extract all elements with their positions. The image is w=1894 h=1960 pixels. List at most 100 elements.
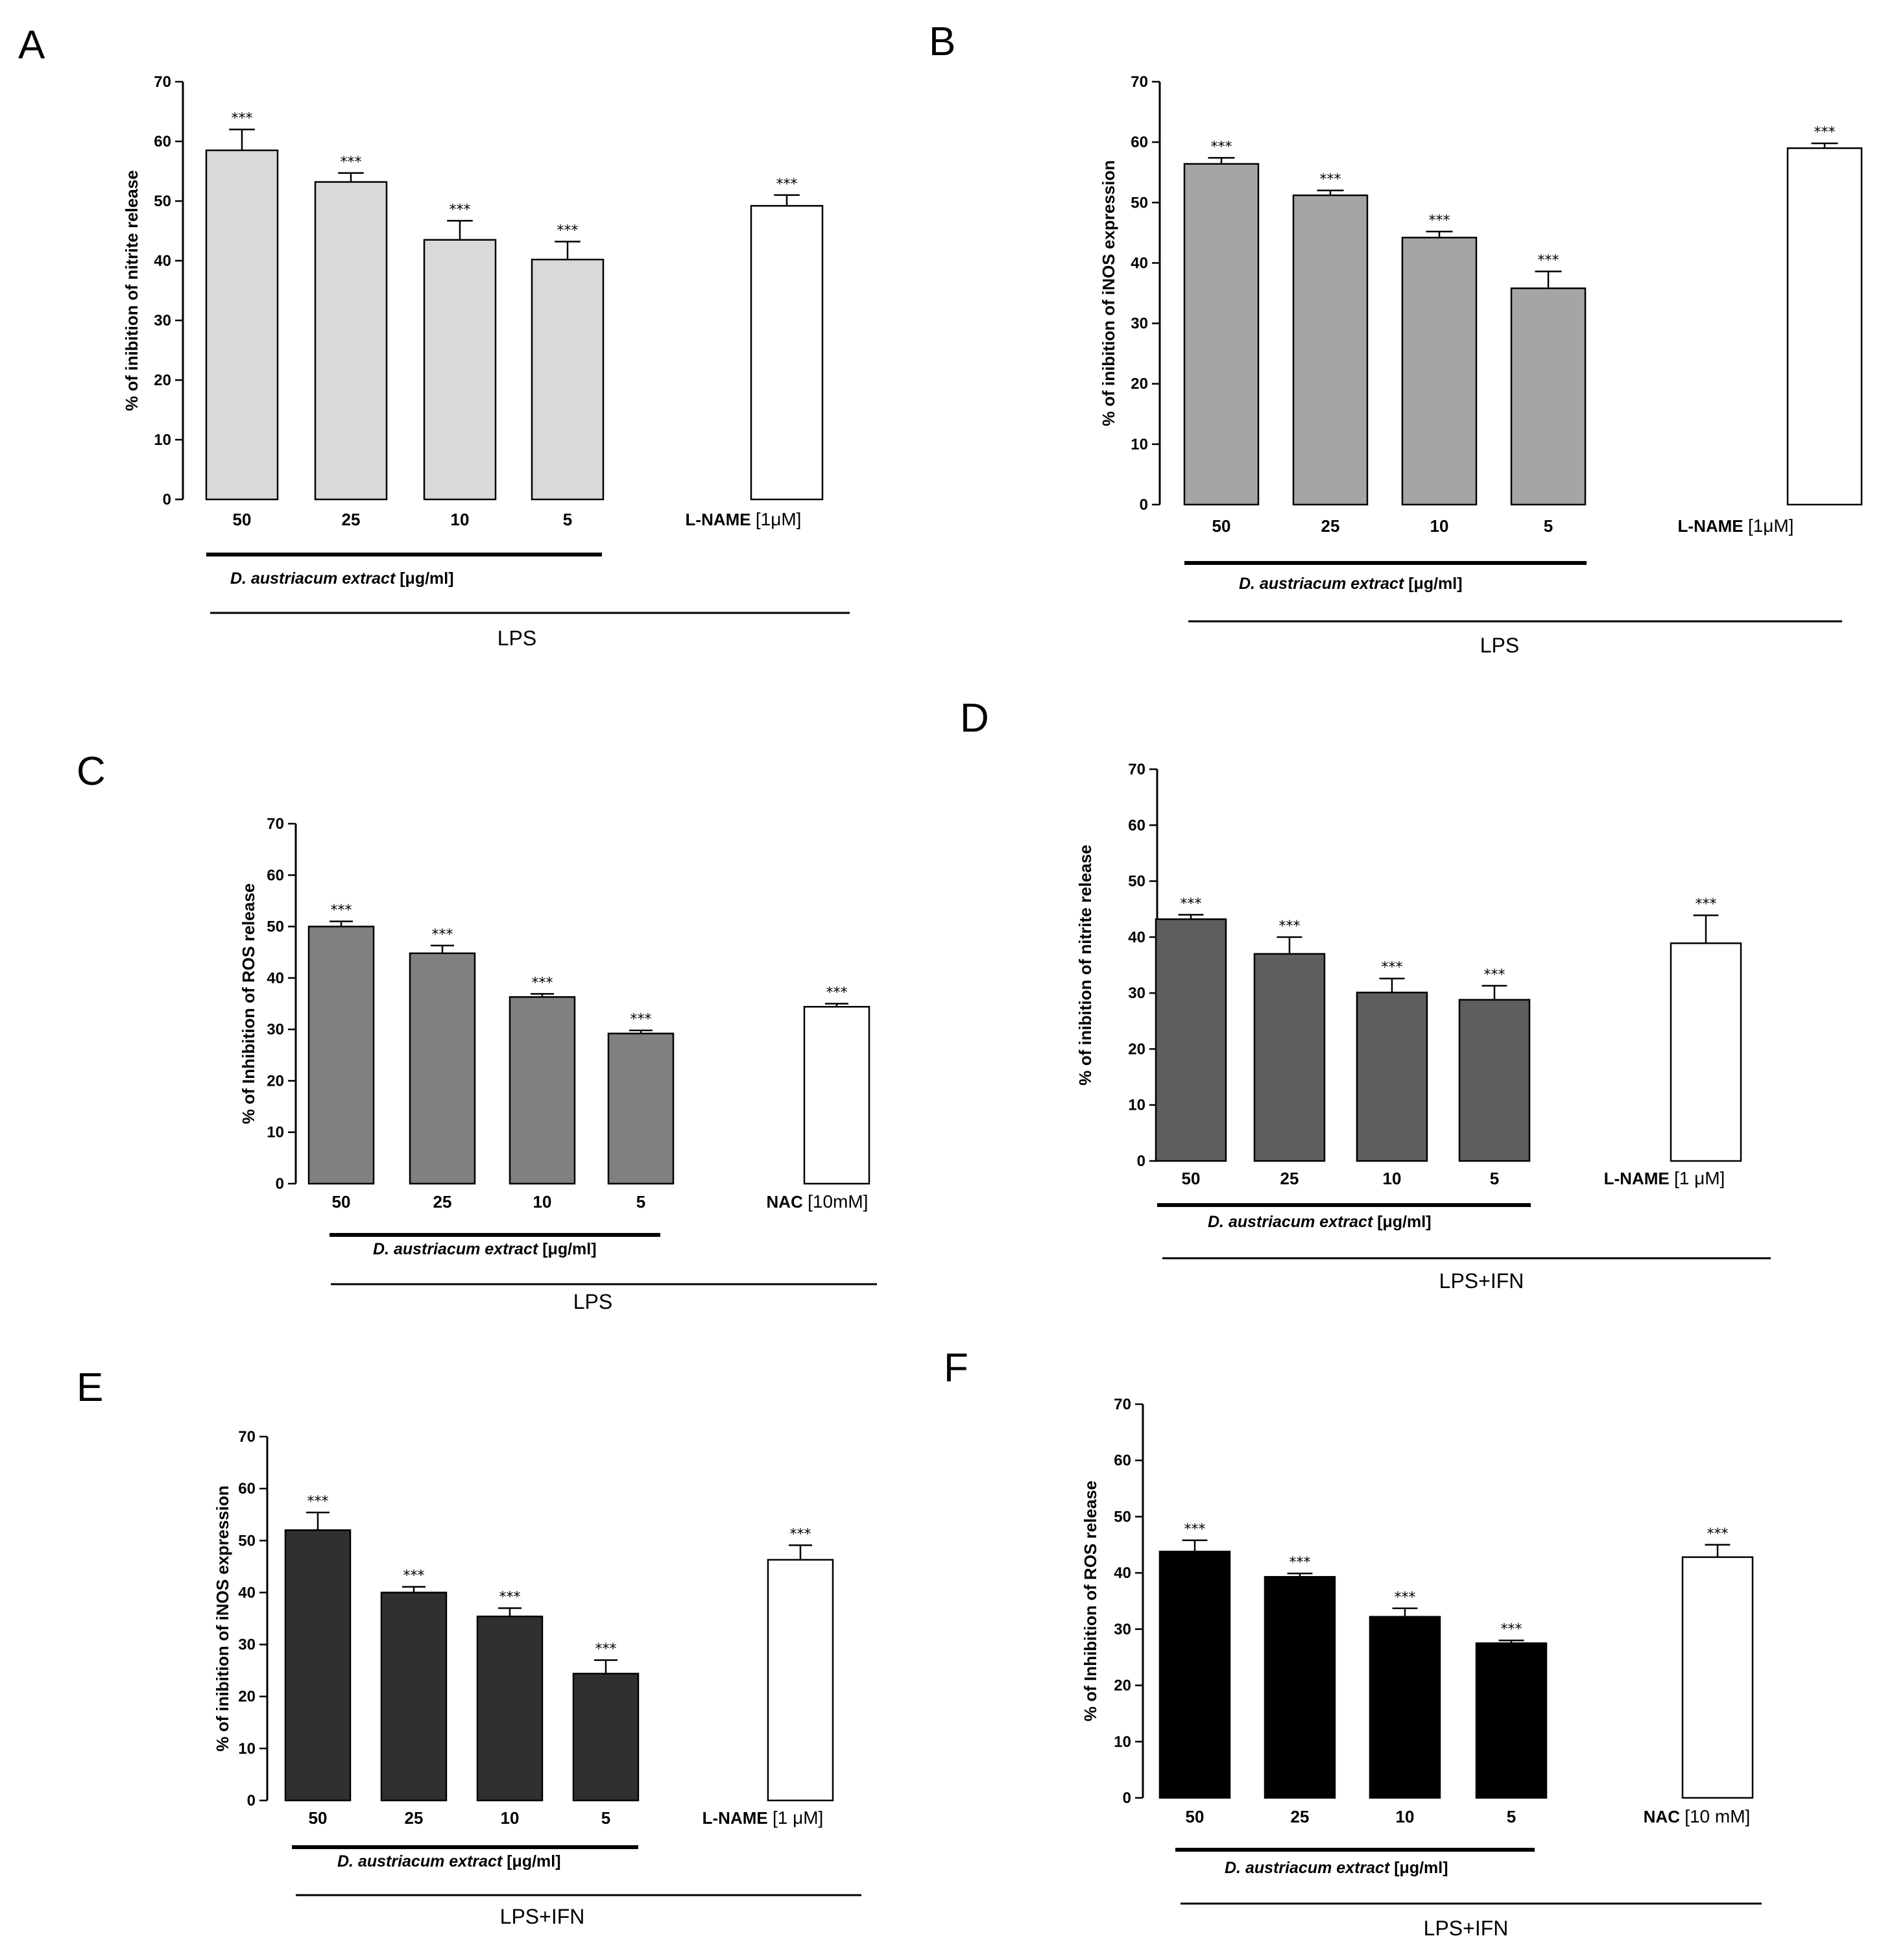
bar-control bbox=[804, 1007, 869, 1184]
bar-50 bbox=[285, 1530, 350, 1800]
x-tick-label: 50 bbox=[1182, 1169, 1201, 1188]
panel-letter: E bbox=[77, 1365, 103, 1410]
x-tick-label: 25 bbox=[1321, 516, 1340, 536]
significance-label: *** bbox=[1279, 918, 1301, 935]
x-tick-label: 25 bbox=[433, 1192, 452, 1212]
bar-control bbox=[768, 1560, 833, 1800]
extract-name: D. austriacum extract bbox=[337, 1852, 507, 1870]
panel-f: F 0 10 20 30 40 50 60 70 % of Inhibition of ROS r… bbox=[944, 1346, 1762, 1940]
panel-c: C 0 10 20 30 40 50 60 70 % of Inhibition of ROS r… bbox=[77, 749, 877, 1313]
significance-label: *** bbox=[307, 1494, 329, 1510]
treatment-label: LPS+IFN bbox=[500, 1905, 585, 1928]
y-axis-label: % of Inhibition of ROS release bbox=[1081, 1481, 1100, 1721]
y-tick-label: 50 bbox=[1128, 873, 1145, 890]
control-label: L-NAME [1μM] bbox=[1678, 516, 1794, 536]
significance-label: *** bbox=[532, 975, 553, 991]
bar-control bbox=[1683, 1557, 1753, 1798]
significance-label: *** bbox=[1707, 1526, 1729, 1542]
significance-label: *** bbox=[1184, 1522, 1206, 1538]
y-tick-label: 70 bbox=[1131, 73, 1148, 91]
treatment-label: LPS bbox=[497, 627, 536, 650]
panel-letter: B bbox=[929, 19, 955, 64]
treatment-label: LPS bbox=[1480, 634, 1519, 657]
panel-letter: D bbox=[960, 696, 989, 741]
bar-10 bbox=[510, 997, 575, 1184]
y-tick-label: 0 bbox=[276, 1175, 284, 1193]
bar-25 bbox=[1265, 1577, 1335, 1798]
significance-label: *** bbox=[1538, 252, 1559, 269]
significance-label: *** bbox=[630, 1012, 652, 1028]
significance-label: *** bbox=[331, 903, 352, 919]
y-tick-label: 20 bbox=[1114, 1677, 1131, 1695]
y-tick-label: 40 bbox=[1131, 254, 1148, 272]
x-tick-label: 25 bbox=[1280, 1169, 1299, 1188]
x-tick-label: 5 bbox=[1544, 516, 1553, 536]
significance-label: *** bbox=[1501, 1621, 1522, 1638]
extract-name: D. austriacum extract bbox=[230, 569, 400, 588]
bar-25 bbox=[1254, 954, 1325, 1161]
extract-unit: [μg/ml] bbox=[1377, 1213, 1431, 1231]
y-tick-label: 10 bbox=[1131, 436, 1148, 453]
y-tick-label: 10 bbox=[238, 1740, 256, 1758]
significance-label: *** bbox=[1289, 1555, 1311, 1571]
y-tick-label: 70 bbox=[154, 73, 171, 91]
significance-label: *** bbox=[595, 1642, 617, 1658]
panel-d: D 0 10 20 30 40 50 60 70 % of inibition of nitrit… bbox=[960, 696, 1771, 1293]
bar-10 bbox=[1370, 1617, 1440, 1798]
bar-10 bbox=[1402, 237, 1476, 505]
x-tick-label: 10 bbox=[451, 510, 470, 529]
y-tick-label: 10 bbox=[154, 431, 171, 449]
significance-label: *** bbox=[826, 985, 848, 1001]
control-name: NAC bbox=[767, 1192, 808, 1212]
control-label: NAC [10mM] bbox=[767, 1191, 869, 1212]
control-name: L-NAME bbox=[702, 1808, 773, 1828]
significance-label: *** bbox=[1382, 960, 1403, 976]
significance-label: *** bbox=[499, 1589, 521, 1605]
y-tick-label: 70 bbox=[1128, 761, 1145, 778]
y-tick-label: 70 bbox=[1114, 1396, 1131, 1413]
extract-label: D. austriacum extract [μg/ml] bbox=[1225, 1859, 1448, 1877]
x-tick-label: 25 bbox=[405, 1808, 424, 1828]
control-dose: [1μM] bbox=[756, 509, 802, 529]
extract-label: D. austriacum extract [μg/ml] bbox=[230, 569, 454, 588]
y-tick-label: 40 bbox=[1128, 929, 1145, 946]
y-tick-label: 60 bbox=[1131, 134, 1148, 151]
y-tick-label: 30 bbox=[1131, 315, 1148, 333]
y-tick-label: 30 bbox=[1114, 1621, 1131, 1638]
significance-label: *** bbox=[450, 202, 471, 218]
extract-name: D. austriacum extract bbox=[373, 1240, 542, 1258]
significance-label: *** bbox=[1395, 1590, 1416, 1606]
y-tick-label: 30 bbox=[238, 1636, 256, 1654]
panel-letter: F bbox=[944, 1346, 968, 1391]
bar-5 bbox=[608, 1033, 673, 1184]
bar-5 bbox=[1459, 999, 1529, 1161]
y-tick-label: 30 bbox=[1128, 985, 1145, 1002]
control-dose: [10mM] bbox=[808, 1191, 868, 1212]
y-tick-label: 60 bbox=[1114, 1452, 1131, 1470]
significance-label: *** bbox=[341, 154, 362, 171]
y-tick-label: 10 bbox=[1114, 1733, 1131, 1751]
bar-25 bbox=[1293, 195, 1367, 505]
y-tick-label: 10 bbox=[1128, 1097, 1145, 1114]
control-label: L-NAME [1 μM] bbox=[1604, 1168, 1725, 1188]
x-tick-label: 50 bbox=[233, 510, 252, 529]
x-tick-label: 25 bbox=[1291, 1807, 1310, 1826]
x-tick-label: 25 bbox=[342, 510, 361, 529]
significance-label: *** bbox=[557, 223, 579, 239]
extract-unit: [μg/ml] bbox=[507, 1852, 560, 1870]
x-tick-label: 50 bbox=[1212, 516, 1231, 536]
bar-5 bbox=[1476, 1643, 1546, 1798]
x-tick-label: 50 bbox=[1186, 1807, 1205, 1826]
bar-25 bbox=[381, 1592, 446, 1800]
control-label: NAC [10 mM] bbox=[1644, 1806, 1751, 1826]
panel-letter: C bbox=[77, 749, 106, 794]
bar-25 bbox=[315, 182, 387, 499]
bar-control bbox=[1671, 943, 1741, 1161]
control-dose: [1 μM] bbox=[773, 1808, 823, 1828]
y-tick-label: 50 bbox=[238, 1532, 256, 1549]
x-tick-label: 5 bbox=[636, 1192, 645, 1212]
significance-label: *** bbox=[232, 111, 253, 127]
y-tick-label: 30 bbox=[267, 1021, 284, 1038]
y-axis-label: % of inibition of nitrite release bbox=[1075, 844, 1095, 1085]
y-tick-label: 60 bbox=[238, 1480, 256, 1498]
